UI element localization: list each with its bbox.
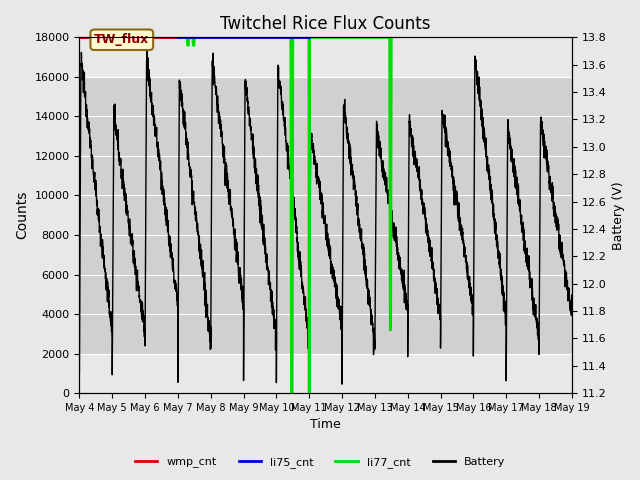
- Y-axis label: Battery (V): Battery (V): [612, 181, 625, 250]
- Legend: wmp_cnt, li75_cnt, li77_cnt, Battery: wmp_cnt, li75_cnt, li77_cnt, Battery: [131, 452, 509, 472]
- Y-axis label: Counts: Counts: [15, 191, 29, 240]
- Text: TW_flux: TW_flux: [94, 33, 149, 46]
- Bar: [79, 77, 572, 354]
- X-axis label: Time: Time: [310, 419, 341, 432]
- Title: Twitchel Rice Flux Counts: Twitchel Rice Flux Counts: [220, 15, 431, 33]
